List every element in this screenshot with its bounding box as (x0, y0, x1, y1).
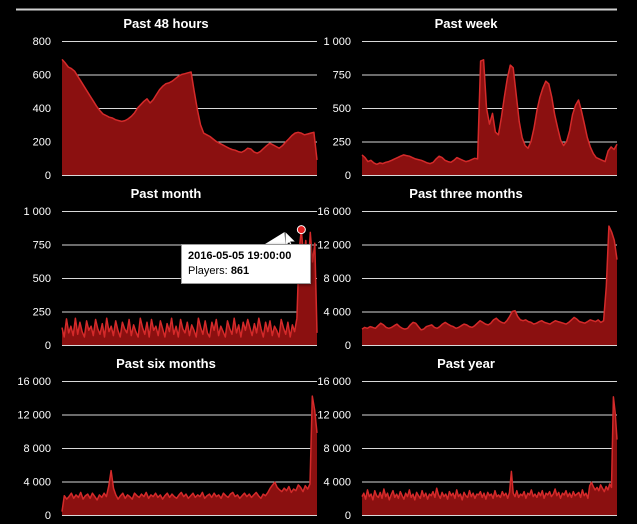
series-area[interactable] (62, 396, 317, 515)
series-area[interactable] (62, 59, 317, 175)
tooltip-title: 2016-05-05 19:00:00 (188, 250, 292, 262)
y-tick-label: 0 (45, 510, 51, 522)
y-tick-label: 12 000 (317, 240, 351, 252)
y-tick-label: 8 000 (23, 443, 51, 455)
series-area[interactable] (362, 226, 617, 345)
chart-title: Past year (437, 356, 495, 371)
series-line (61, 58, 318, 160)
y-tick-label: 0 (45, 170, 51, 182)
y-tick-label: 0 (45, 340, 51, 352)
y-tick-label: 8 000 (323, 443, 351, 455)
y-tick-label: 4 000 (323, 307, 351, 319)
y-tick-label: 16 000 (17, 376, 51, 388)
series-line (361, 59, 618, 166)
y-tick-label: 1 000 (323, 36, 351, 48)
series-area[interactable] (362, 396, 617, 515)
chart-title: Past 48 hours (123, 16, 208, 31)
y-tick-label: 250 (333, 137, 351, 149)
hover-marker[interactable] (296, 225, 306, 235)
y-tick-label: 0 (345, 510, 351, 522)
y-tick-label: 500 (333, 103, 351, 115)
y-tick-label: 12 000 (17, 410, 51, 422)
chart-title: Past week (435, 16, 499, 31)
series-area[interactable] (362, 59, 617, 175)
chart-panel-1: Past 48 hours 800 600 400 200 0 (33, 16, 318, 182)
y-tick-label: 750 (33, 240, 51, 252)
y-tick-label: 500 (33, 273, 51, 285)
series-line (61, 228, 318, 338)
y-tick-label: 200 (33, 137, 51, 149)
y-tick-label: 0 (345, 340, 351, 352)
chart-panel-5: Past six months 16 000 12 000 8 000 4 000 0 (17, 356, 318, 522)
y-tick-label: 4 000 (323, 477, 351, 489)
y-tick-label: 400 (33, 103, 51, 115)
tooltip: 2016-05-05 19:00:00 Players: 861 (181, 244, 311, 284)
chart-panel-4: Past three months 16 000 12 000 8 000 4 000 0 (317, 186, 618, 352)
tooltip-value: 861 (230, 265, 250, 277)
series-line (361, 225, 618, 331)
y-tick-label: 1 000 (23, 206, 51, 218)
y-tick-label: 0 (345, 170, 351, 182)
y-tick-label: 16 000 (317, 376, 351, 388)
chart-panel-2: Past week 1 000 750 500 250 0 (323, 16, 618, 182)
chart-title: Past three months (409, 186, 522, 201)
chart-panel-3: Past month 1 000 750 500 250 0 (23, 186, 318, 352)
tooltip-label: Players: (188, 265, 228, 277)
y-tick-label: 250 (33, 307, 51, 319)
series-line (361, 396, 618, 501)
series-line (61, 395, 318, 512)
y-tick-label: 16 000 (317, 206, 351, 218)
chart-title: Past month (131, 186, 202, 201)
chart-panel-6: Past year 16 000 12 000 8 000 4 000 0 (317, 356, 618, 522)
y-tick-label: 12 000 (317, 410, 351, 422)
y-tick-label: 750 (333, 70, 351, 82)
y-tick-label: 4 000 (23, 477, 51, 489)
y-tick-label: 600 (33, 70, 51, 82)
chart-title: Past six months (116, 356, 216, 371)
y-tick-label: 8 000 (323, 273, 351, 285)
y-tick-label: 800 (33, 36, 51, 48)
